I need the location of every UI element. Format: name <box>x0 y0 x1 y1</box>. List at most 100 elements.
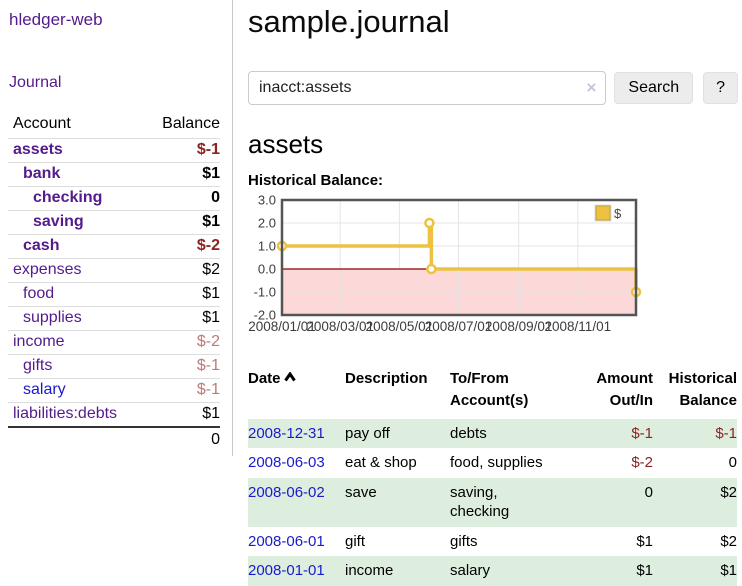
transaction-accounts: gifts <box>450 532 478 550</box>
data-point <box>426 263 437 275</box>
transaction-accounts: food, supplies <box>450 454 543 471</box>
account-row: gifts $-1 <box>8 354 220 379</box>
legend-label: $ <box>614 206 622 221</box>
transaction-accounts: debts <box>450 424 487 442</box>
transaction-date-cell: 2008-06-02 <box>248 478 345 527</box>
account-row: expenses $2 <box>8 258 220 283</box>
account-balance: $-1 <box>146 138 220 163</box>
account-row: liabilities:debts $1 <box>8 402 220 428</box>
y-tick-label: -2.0 <box>254 308 276 323</box>
register-table: Date Description To/From Account(s) Amou… <box>248 365 737 586</box>
y-tick-label: 0.0 <box>258 262 276 277</box>
transaction-date-link[interactable]: 2008-01-01 <box>248 562 325 579</box>
search-button[interactable]: Search <box>614 72 694 104</box>
register-header-amount: Amount Out/In <box>596 370 653 409</box>
sidebar-item-journal[interactable]: Journal <box>9 74 62 91</box>
accounts-table: Account Balance assets $-1 bank $1 checking 0… <box>8 112 220 452</box>
transaction-date-link[interactable]: 2008-06-01 <box>248 532 325 550</box>
account-balance: $-2 <box>146 330 220 355</box>
register-header-balance: Historical Balance <box>668 370 737 409</box>
search-input[interactable] <box>248 71 607 105</box>
account-row: supplies $1 <box>8 306 220 331</box>
transaction-accounts: salary <box>450 562 491 579</box>
account-row: assets $-1 <box>8 138 220 163</box>
clear-search-icon[interactable]: × <box>586 78 597 97</box>
sidebar-account-food[interactable]: food <box>23 285 55 302</box>
account-balance: 0 <box>146 186 220 211</box>
historical-balance-chart[interactable]: $3.0 2.0 1.0 0.0 -1.0 -2.02008/01/012008/03/0… <box>248 193 646 349</box>
account-row: salary $-1 <box>8 378 220 403</box>
x-tick-label: 2008/01/01 <box>248 319 316 334</box>
account-balance: $1 <box>146 282 220 307</box>
transaction-date-link[interactable]: 2008-12-31 <box>248 424 325 442</box>
legend-swatch-border <box>594 204 612 222</box>
account-heading: assets <box>248 129 324 159</box>
sidebar-account-checking[interactable]: checking <box>33 189 103 206</box>
x-tick-label: 2008/07/01 <box>425 319 493 334</box>
sort-asc-icon <box>283 372 296 382</box>
y-tick-label: 1.0 <box>258 239 276 254</box>
account-row: saving $1 <box>8 210 220 235</box>
transaction-amount: 0 <box>644 483 653 501</box>
account-row: income $-2 <box>8 330 220 355</box>
sidebar-account-gifts[interactable]: gifts <box>23 357 53 374</box>
legend-swatch <box>595 205 611 221</box>
account-row: cash $-2 <box>8 234 220 259</box>
accounts-body: assets $-1 bank $1 checking 0 saving $1 cash $-2 e… <box>8 138 220 428</box>
account-balance: $1 <box>146 162 220 187</box>
transaction-description: eat & shop <box>345 454 417 471</box>
transaction-row: 2008-06-01 gift gifts $1 $2 <box>248 527 737 557</box>
sidebar-account-expenses[interactable]: expenses <box>13 261 82 278</box>
register-header-description: Description <box>345 370 428 387</box>
x-tick-label: 2008/03/01 <box>306 319 374 334</box>
transaction-amount: $1 <box>636 532 653 550</box>
sidebar-account-supplies[interactable]: supplies <box>23 309 82 326</box>
transaction-balance: $1 <box>720 562 737 579</box>
transaction-date-cell: 2008-06-03 <box>248 448 345 478</box>
account-balance: $-1 <box>146 378 220 403</box>
sidebar-account-cash[interactable]: cash <box>23 237 60 254</box>
transaction-balance: $-1 <box>715 424 737 442</box>
transaction-balance: $2 <box>720 532 737 550</box>
register-header-row: Date Description To/From Account(s) Amou… <box>248 365 737 419</box>
accounts-header-account: Account <box>8 112 147 139</box>
account-row: food $1 <box>8 282 220 307</box>
x-tick-label: 2008/09/01 <box>485 319 553 334</box>
sidebar-account-income[interactable]: income <box>13 333 65 350</box>
account-balance: $2 <box>146 258 220 283</box>
transaction-description: save <box>345 483 377 501</box>
account-row: bank $1 <box>8 162 220 187</box>
sidebar-account-assets[interactable]: assets <box>13 141 63 158</box>
accounts-header-row: Account Balance <box>8 112 220 139</box>
x-tick-label: 2008/05/01 <box>366 319 434 334</box>
transaction-accounts: saving, checking <box>450 483 510 521</box>
brand-link[interactable]: hledger-web <box>9 10 103 29</box>
transaction-amount: $1 <box>636 562 653 579</box>
accounts-header-balance: Balance <box>146 112 220 139</box>
transaction-balance: 0 <box>728 454 737 471</box>
register-header-date[interactable]: Date <box>248 365 345 419</box>
help-button[interactable]: ? <box>703 72 738 104</box>
account-balance: $1 <box>146 210 220 235</box>
main-content: sample.journal × Search ? assets Histori… <box>248 0 738 586</box>
transaction-description: gift <box>345 532 366 550</box>
chart-label: Historical Balance: <box>248 172 384 189</box>
sidebar-account-saving[interactable]: saving <box>33 213 84 230</box>
transaction-description: pay off <box>345 424 390 442</box>
transaction-date-link[interactable]: 2008-06-02 <box>248 483 325 501</box>
transaction-date-link[interactable]: 2008-06-03 <box>248 454 325 471</box>
sidebar-account-liabilities-debts[interactable]: liabilities:debts <box>13 405 118 422</box>
account-balance: $-1 <box>146 354 220 379</box>
transaction-balance: $2 <box>720 483 737 501</box>
transaction-date-cell: 2008-12-31 <box>248 419 345 449</box>
accounts-total-row: 0 <box>8 426 220 452</box>
sidebar-account-salary[interactable]: salary <box>23 381 66 398</box>
transaction-amount: $-2 <box>631 454 653 471</box>
transaction-row: 2008-06-03 eat & shop food, supplies $-2 0 <box>248 448 737 478</box>
transaction-date-cell: 2008-06-01 <box>248 527 345 557</box>
transaction-amount: $-1 <box>631 424 653 442</box>
account-balance: $1 <box>146 306 220 331</box>
transaction-row: 2008-06-02 save saving, checking 0 $2 <box>248 477 737 527</box>
account-balance: $-2 <box>146 234 220 259</box>
sidebar-account-bank[interactable]: bank <box>23 165 61 182</box>
